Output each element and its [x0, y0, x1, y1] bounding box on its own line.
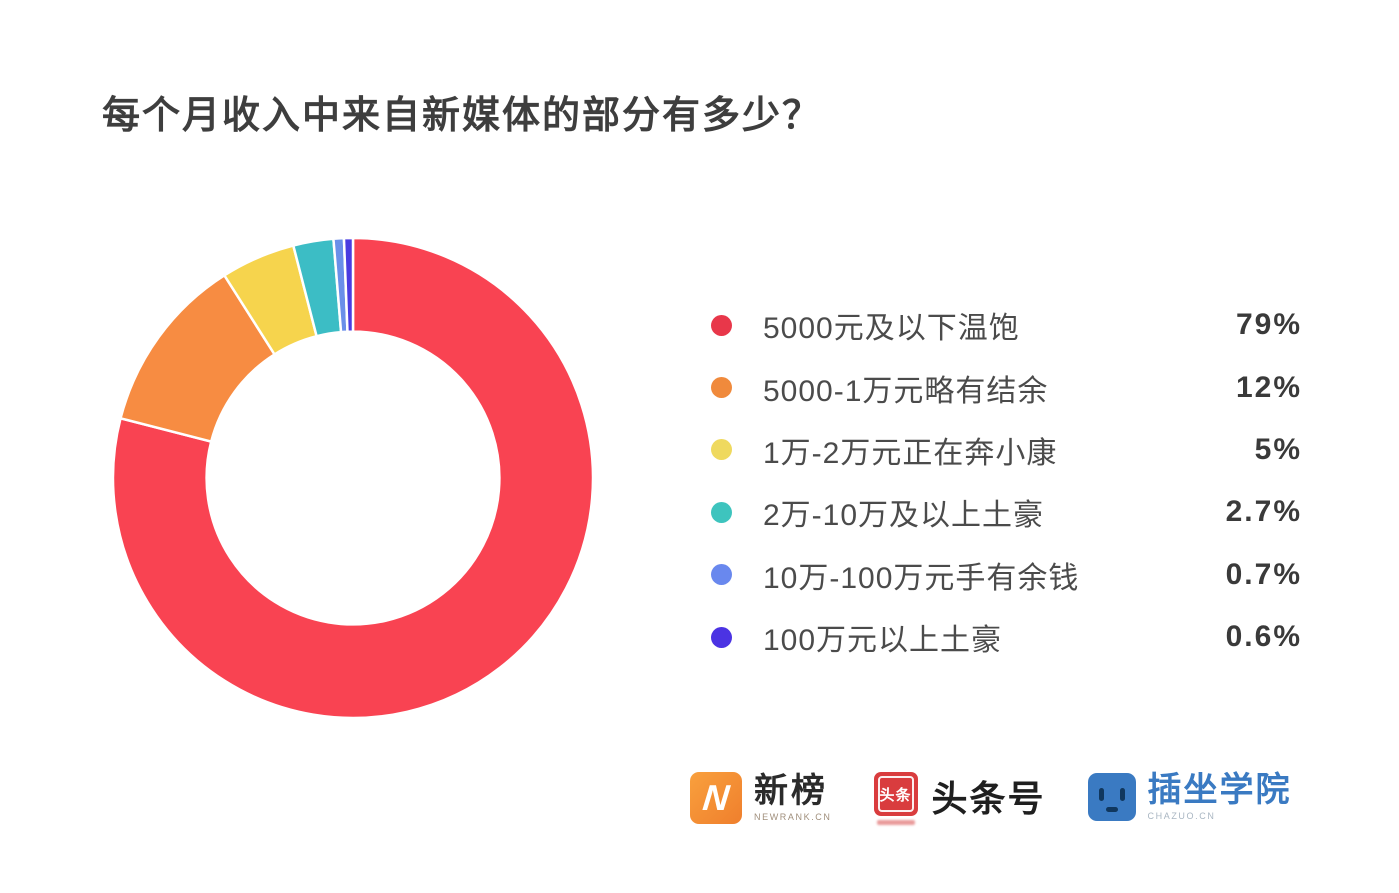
- legend-row: 10万-100万元手有余钱 0.7%: [698, 544, 1302, 606]
- legend-row: 5000-1万元略有结余 12%: [698, 356, 1302, 418]
- donut-slice-0: [111, 236, 595, 720]
- legend-value: 12%: [1235, 370, 1302, 404]
- chazuo-eye-icon: [1119, 787, 1125, 801]
- toutiao-subtext-smudge: [876, 820, 915, 825]
- legend-label: 10万-100万元手有余钱: [763, 561, 1080, 595]
- newrank-name: 新榜: [754, 772, 828, 811]
- legend-value: 5%: [1254, 432, 1302, 466]
- legend-dot-icon: [711, 377, 732, 399]
- newrank-n-glyph: N: [700, 777, 732, 818]
- legend-dot-icon: [711, 564, 732, 586]
- legend-dot-icon: [711, 439, 732, 461]
- toutiao-icon-text: 头条: [879, 786, 912, 804]
- footer-logos: N 新榜 NEWRANK.CN 头条 头条号: [690, 771, 1292, 825]
- chazuo-name: 插坐学院: [1147, 771, 1292, 809]
- newrank-logo: N 新榜 NEWRANK.CN: [690, 772, 832, 824]
- donut-slice-5: [342, 236, 355, 333]
- toutiao-logo: 头条 头条号: [873, 772, 1046, 825]
- legend-label: 5000-1万元略有结余: [763, 374, 1049, 408]
- legend-label: 100万元以上土豪: [763, 624, 1003, 658]
- donut-chart: [111, 236, 595, 720]
- chart-title: 每个月收入中来自新媒体的部分有多少？: [102, 95, 823, 137]
- chazuo-face-icon: [1087, 772, 1136, 821]
- legend-row: 100万元以上土豪 0.6%: [698, 606, 1302, 668]
- toutiao-name: 头条号: [931, 777, 1046, 819]
- chazuo-eye-icon: [1098, 787, 1104, 801]
- chazuo-url-text: CHAZUO.CN: [1147, 811, 1216, 822]
- legend-label: 1万-2万元正在奔小康: [763, 436, 1058, 470]
- legend-value: 2.7%: [1225, 495, 1302, 529]
- legend-value: 79%: [1235, 308, 1302, 342]
- newrank-url-text: NEWRANK.CN: [754, 811, 832, 822]
- legend-dot-icon: [711, 501, 732, 523]
- chazuo-mouth-icon: [1105, 806, 1118, 812]
- legend-row: 1万-2万元正在奔小康 5%: [698, 419, 1302, 481]
- toutiao-icon: 头条: [873, 772, 918, 816]
- legend: 5000元及以下温饱 79% 5000-1万元略有结余 12% 1万-2万元正在…: [698, 294, 1302, 668]
- newrank-icon: N: [690, 772, 742, 824]
- legend-dot-icon: [711, 626, 732, 648]
- legend-label: 5000元及以下温饱: [763, 312, 1020, 346]
- legend-value: 0.7%: [1225, 557, 1302, 591]
- chazuo-logo: 插坐学院 CHAZUO.CN: [1087, 771, 1292, 822]
- legend-dot-icon: [711, 314, 732, 336]
- legend-row: 5000元及以下温饱 79%: [698, 294, 1302, 356]
- legend-label: 2万-10万及以上土豪: [763, 499, 1045, 533]
- legend-row: 2万-10万及以上土豪 2.7%: [698, 481, 1302, 543]
- legend-value: 0.6%: [1225, 620, 1302, 654]
